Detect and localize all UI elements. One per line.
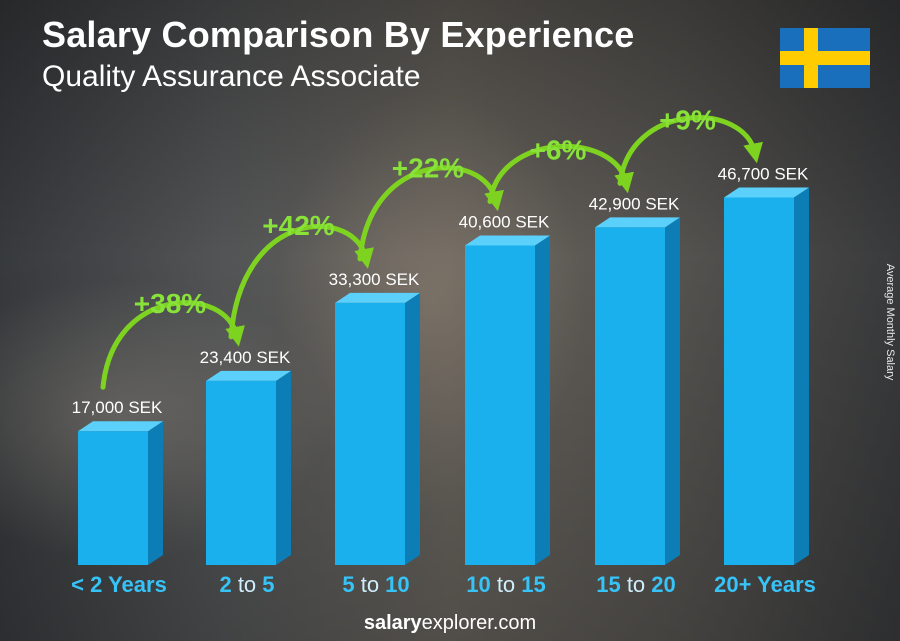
bar	[78, 431, 148, 565]
bar-side	[665, 217, 680, 565]
chart-subtitle: Quality Assurance Associate	[42, 60, 421, 93]
bar-value-label: 46,700 SEK	[718, 164, 809, 183]
bar-top	[724, 187, 809, 198]
change-arrow	[100, 300, 245, 390]
bar-top	[78, 421, 163, 432]
x-tick-label: 2 to 5	[219, 572, 274, 597]
x-tick-label: 20+ Years	[714, 572, 816, 597]
change-arrow	[487, 144, 634, 204]
change-arrow	[357, 165, 504, 262]
bar-top	[335, 292, 420, 303]
chart-title: Salary Comparison By Experience	[42, 14, 635, 55]
bar-side	[276, 370, 291, 565]
change-arrow	[617, 115, 763, 186]
bar-value-label: 33,300 SEK	[329, 270, 420, 289]
change-percent: +9%	[659, 104, 716, 135]
change-percent: +22%	[392, 152, 464, 183]
bar-value-label: 23,400 SEK	[200, 348, 291, 367]
bar-value-label: 42,900 SEK	[589, 194, 680, 213]
bar-side	[535, 235, 550, 565]
change-percent: +38%	[134, 288, 206, 319]
bar	[465, 245, 535, 565]
x-tick-label: 10 to 15	[466, 572, 546, 597]
x-tick-label: 15 to 20	[596, 572, 676, 597]
bar-side	[148, 421, 163, 565]
bar-top	[206, 370, 291, 381]
bar-value-label: 40,600 SEK	[459, 212, 550, 231]
x-tick-label: 5 to 10	[342, 572, 409, 597]
sweden-flag-icon	[780, 28, 870, 88]
footer-brand[interactable]: salaryexplorer.com	[0, 612, 900, 635]
bar-side	[794, 187, 809, 565]
footer-brand-rest: explorer.com	[421, 612, 537, 634]
x-tick-label: < 2 Years	[71, 572, 167, 597]
bar	[595, 227, 665, 565]
bar	[724, 197, 794, 565]
bar	[206, 380, 276, 565]
bar-side	[405, 292, 420, 565]
bar-top	[595, 217, 680, 228]
bar-value-label: 17,000 SEK	[72, 398, 163, 417]
flag-cross-horizontal	[780, 51, 870, 65]
change-percent: +6%	[530, 134, 587, 165]
footer-brand-bold: salary	[363, 612, 422, 634]
bar-top	[465, 235, 550, 246]
change-percent: +42%	[262, 210, 334, 241]
change-arrow	[228, 223, 374, 340]
bar	[335, 302, 405, 565]
